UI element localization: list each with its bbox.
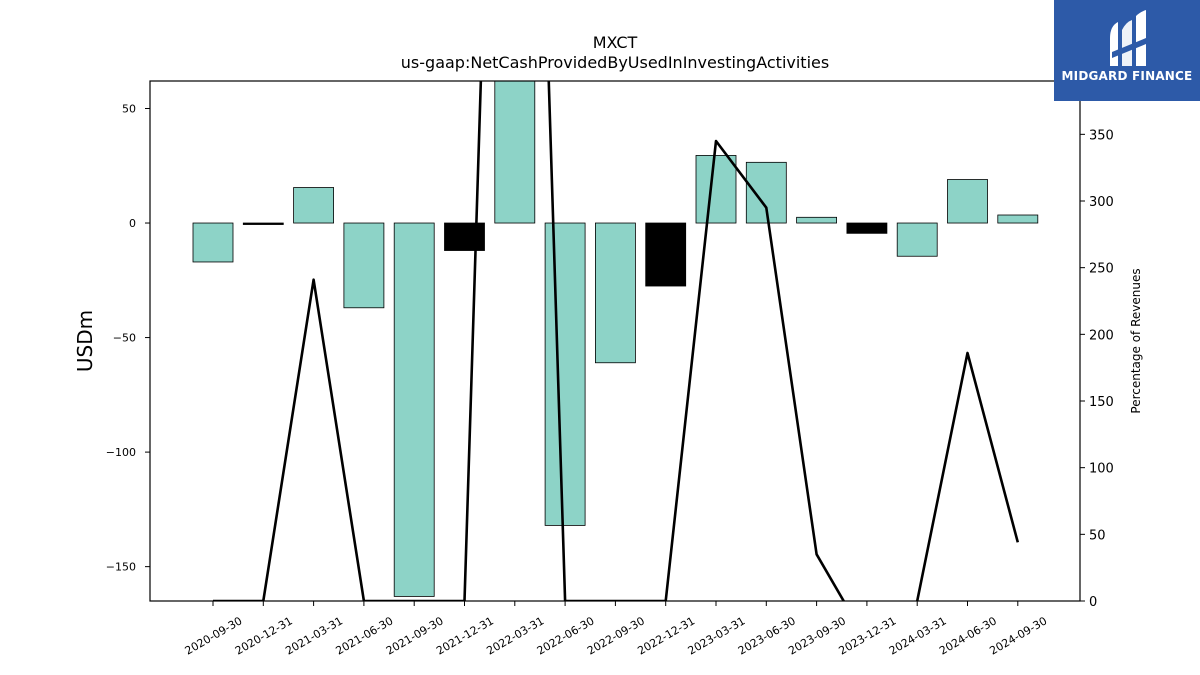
bar-2020-09-30: [192, 222, 234, 263]
y-right-tick-label: 0: [1089, 595, 1097, 610]
x-axis: 2020-09-302020-12-312021-03-312021-06-30…: [183, 601, 1049, 658]
y-right-tick-label: 50: [1089, 528, 1106, 543]
bar-2024-09-30: [997, 214, 1039, 224]
y-axis-left: 50 0 −50 −100 −150: [106, 102, 150, 574]
y-tick-label: −100: [106, 446, 136, 459]
chart-title: MXCT: [593, 33, 638, 52]
bar-2023-12-31: [846, 222, 888, 234]
bar-2021-06-30: [343, 222, 385, 309]
y-right-tick-label: 350: [1089, 128, 1114, 143]
y-right-tick-label: 300: [1089, 195, 1114, 210]
y-tick-label: 50: [122, 102, 136, 115]
x-tick-label: 2024-09-30: [987, 614, 1049, 657]
bar-2024-03-31: [896, 222, 938, 257]
y-tick-label: −150: [106, 561, 136, 574]
percentage-line: [213, 81, 1020, 601]
bar-2020-12-31: [242, 222, 284, 225]
y-axis-label: USDm: [73, 310, 97, 372]
bar-2023-09-30: [796, 216, 837, 224]
y-tick-label: 0: [129, 217, 136, 230]
y-right-tick-label: 100: [1089, 462, 1114, 477]
bar-2022-03-31: [494, 81, 536, 224]
chart-subtitle: us-gaap:NetCashProvidedByUsedInInvesting…: [401, 53, 829, 72]
midgard-logo-icon: [1110, 10, 1146, 66]
bar-2023-03-31: [695, 155, 737, 224]
bar-2024-06-30: [947, 179, 988, 224]
bar-2021-03-31: [293, 187, 335, 224]
bar-2022-12-31: [645, 222, 687, 287]
y-axis-label-right: Percentage of Revenues: [1129, 268, 1143, 413]
bar-2022-06-30: [544, 222, 586, 526]
y-right-tick-label: 250: [1089, 262, 1114, 277]
bar-2021-12-31: [444, 222, 485, 251]
bar-series: [192, 81, 1039, 597]
logo-text: MIDGARD FINANCE: [1061, 69, 1193, 83]
line-series: [213, 81, 1020, 601]
y-tick-label: −50: [113, 332, 136, 345]
y-right-tick-label: 200: [1089, 328, 1114, 343]
bar-2021-09-30: [393, 222, 435, 597]
midgard-finance-logo: MIDGARD FINANCE: [1054, 0, 1200, 101]
y-axis-right: 0 50 100 150 200 250 300 350: [1080, 128, 1114, 610]
bar-2022-09-30: [595, 222, 636, 364]
y-right-tick-label: 150: [1089, 395, 1114, 410]
